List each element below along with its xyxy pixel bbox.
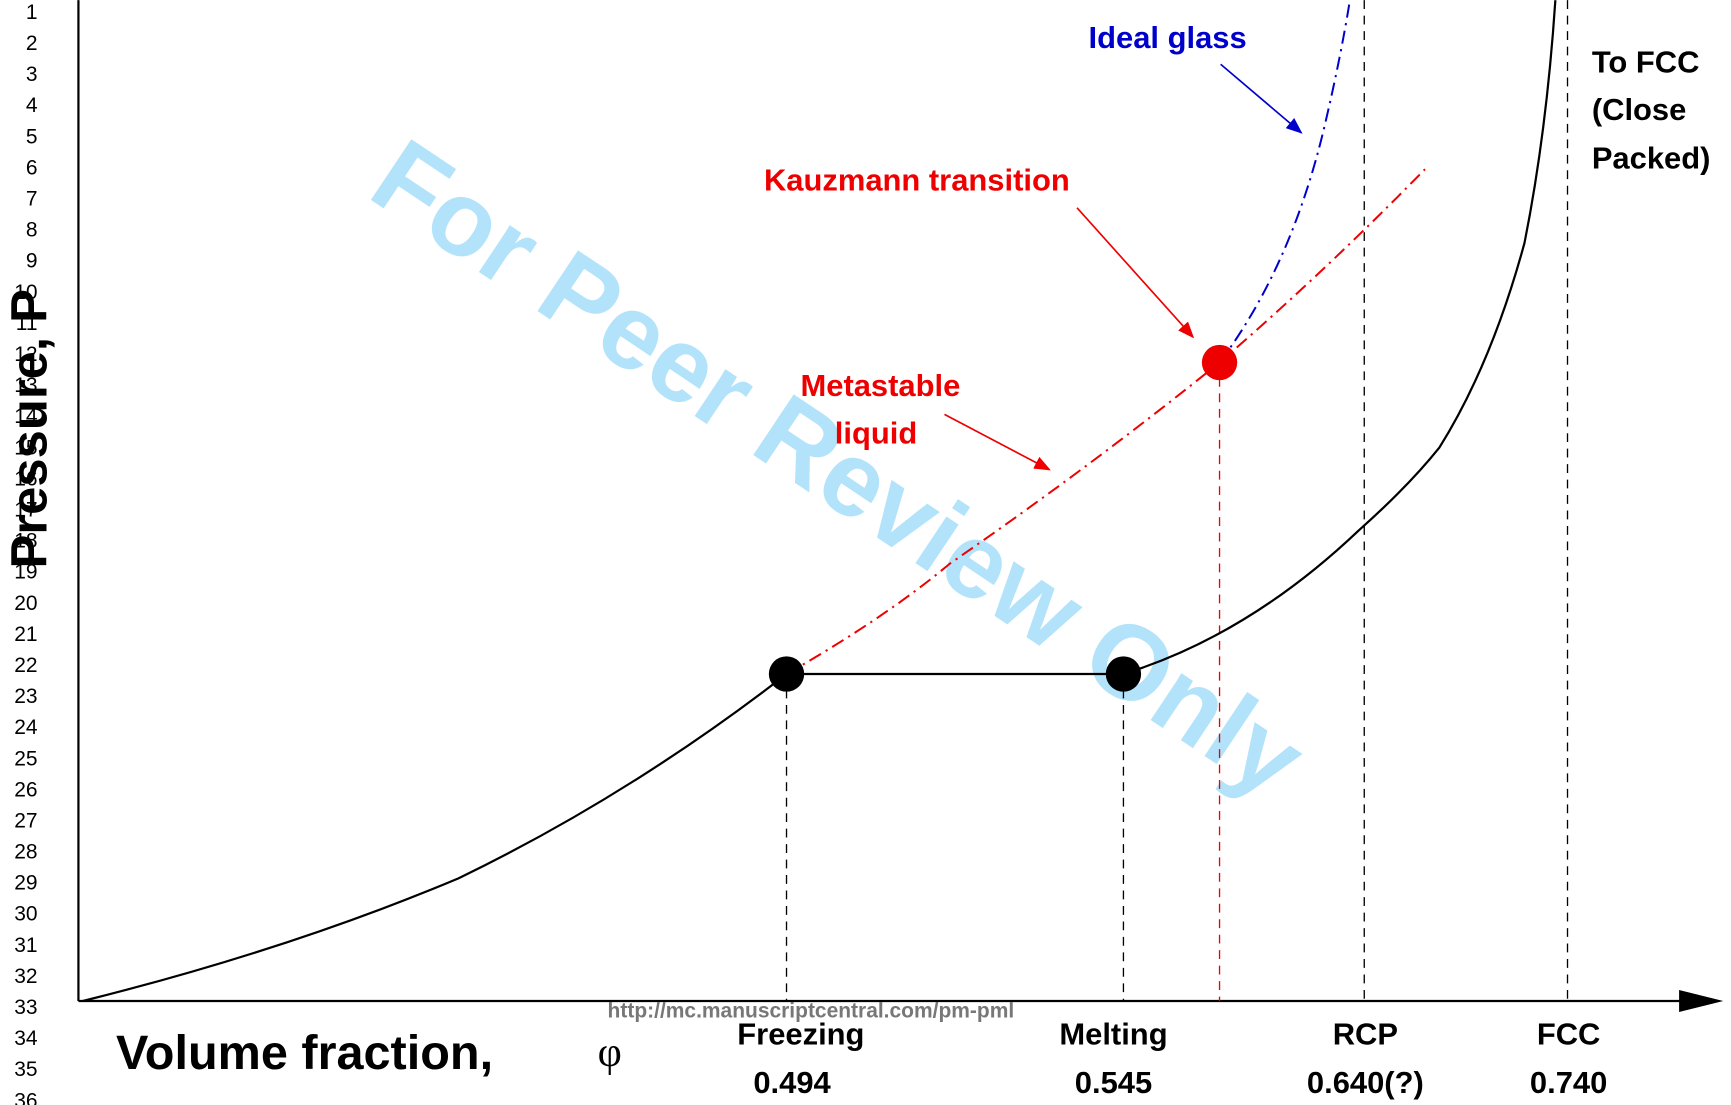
annotation: Kauzmann transition [764, 163, 1070, 198]
url: http://mc.manuscriptcentral.com/pm-pml [608, 1000, 1015, 1023]
line-number: 28 [14, 841, 37, 864]
marker-name: RCP [1333, 1017, 1398, 1052]
line-number: 17 [14, 499, 37, 522]
x-axis-label: Volume fraction, [116, 1026, 493, 1080]
guides [785, 0, 1569, 1001]
ideal-glass-curve [1218, 0, 1351, 364]
marker-name: Freezing [737, 1017, 864, 1052]
line-number: 19 [14, 561, 37, 584]
line-number: 15 [14, 436, 37, 459]
line-number: 10 [14, 281, 37, 304]
melting-point [1105, 656, 1142, 692]
line-number: 25 [14, 747, 37, 770]
kauzmann-point [1201, 344, 1238, 381]
line-number: 2 [26, 32, 38, 55]
line-number: 22 [14, 654, 37, 677]
line-number: 16 [14, 467, 37, 490]
line-number: 21 [14, 623, 37, 646]
marker-name: Melting [1059, 1017, 1167, 1052]
line-number: 14 [14, 405, 38, 428]
x-axis-arrow [1679, 989, 1724, 1013]
annotation: Metastable [800, 368, 960, 403]
line-number: 20 [14, 592, 37, 615]
equation-of-state [82, 0, 1557, 1003]
annotation: Ideal glass [1089, 20, 1247, 55]
line-number: 9 [26, 250, 38, 273]
marker-value: 0.740 [1530, 1065, 1607, 1100]
line-numbers: 1234567891011121314151617181920212223242… [14, 1, 38, 1105]
line-number: 23 [14, 685, 37, 708]
marker-value: 0.494 [753, 1065, 831, 1100]
freezing-point [768, 656, 805, 692]
metastable-arrow [944, 413, 1051, 471]
line-number: 18 [14, 530, 37, 553]
annotation: (Close [1592, 92, 1687, 127]
line-number: 5 [26, 125, 38, 148]
line-number: 27 [14, 809, 37, 832]
line-number: 34 [14, 1027, 38, 1050]
watermark: For Peer Review Only [352, 117, 1324, 820]
line-number: 6 [26, 156, 38, 179]
line-number: 3 [26, 63, 38, 86]
ideal-glass-arrow [1220, 63, 1303, 134]
line-number: 13 [14, 374, 37, 397]
annotation: liquid [835, 416, 917, 451]
marker-labels: Freezing 0.494 Melting 0.545 RCP 0.640(?) FCC 0… [737, 1017, 1607, 1101]
kauzmann-arrow [1076, 207, 1195, 339]
metastable-curve [786, 168, 1426, 675]
line-number: 29 [14, 872, 37, 895]
line-number: 33 [14, 996, 37, 1019]
line-number: 12 [14, 343, 37, 366]
line-number: 31 [14, 934, 37, 957]
line-number: 30 [14, 903, 37, 926]
annotation: Packed) [1592, 141, 1711, 176]
line-number: 11 [16, 312, 38, 335]
line-number: 26 [14, 778, 37, 801]
line-number: 1 [26, 1, 38, 24]
line-number: 7 [26, 188, 38, 211]
marker-value: 0.640(?) [1307, 1065, 1424, 1100]
line-number: 8 [26, 219, 38, 242]
line-number: 36 [14, 1089, 37, 1105]
line-number: 24 [14, 716, 38, 739]
marker-value: 0.545 [1075, 1065, 1152, 1100]
y-axis-label: Pressure, P [1, 289, 58, 569]
line-number: 32 [14, 965, 37, 988]
line-number: 35 [14, 1058, 37, 1081]
x-axis-symbol: φ [598, 1030, 622, 1076]
annotation: To FCC [1592, 44, 1700, 79]
line-number: 4 [26, 94, 38, 117]
marker-name: FCC [1537, 1017, 1601, 1052]
